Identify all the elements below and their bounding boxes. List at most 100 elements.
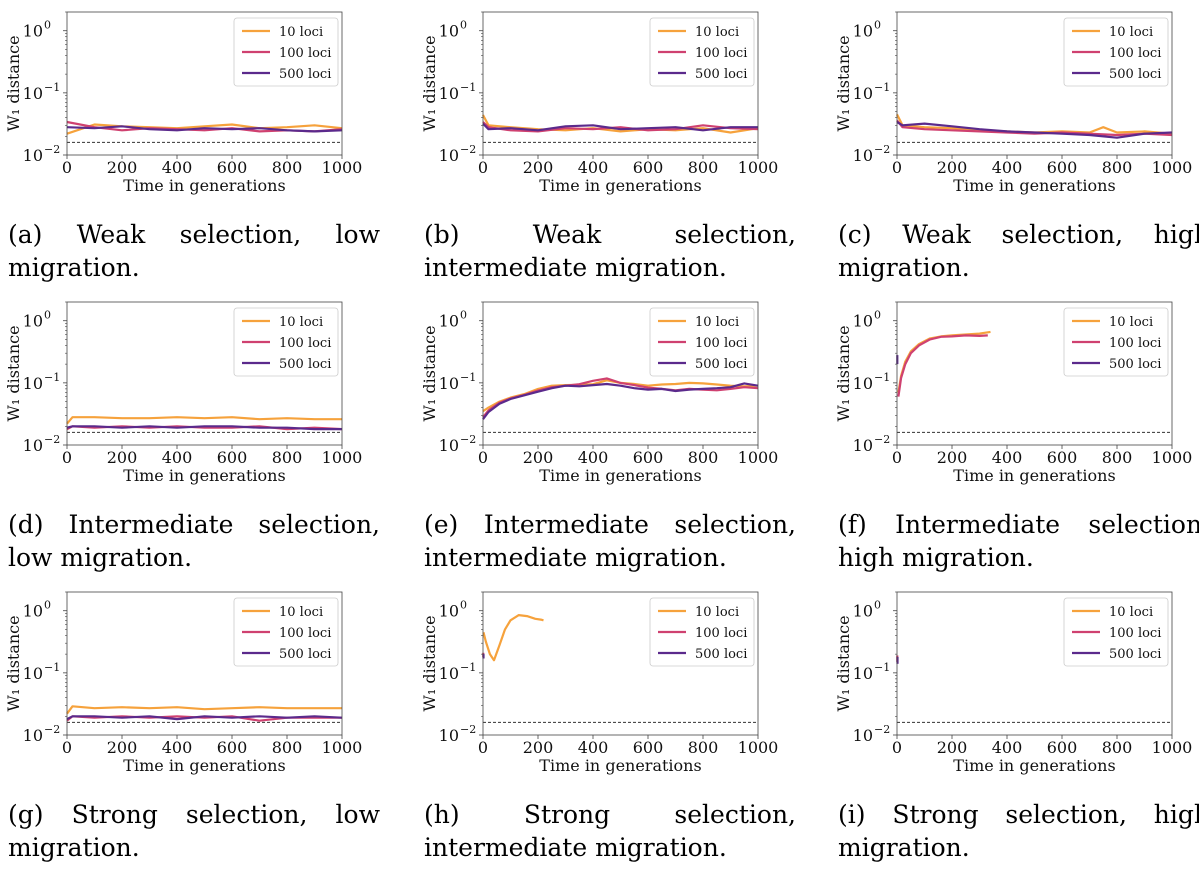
x-tick-label: 200 — [937, 158, 968, 177]
y-tick-label: 10 — [439, 84, 459, 103]
series-line — [482, 613, 544, 662]
y-tick-label: 10 — [853, 602, 873, 621]
legend-label: 500 loci — [695, 357, 747, 372]
x-tick-label: 200 — [523, 158, 554, 177]
series-line — [482, 122, 758, 132]
legend-label: 10 loci — [1109, 605, 1153, 620]
x-axis-label: Time in generations — [953, 756, 1115, 775]
legend-label: 100 loci — [279, 46, 331, 61]
y-tick-exponent: 0 — [44, 599, 51, 612]
subfigure-caption: (i) Strong selection, high migration. — [838, 800, 1199, 862]
y-tick-label: 10 — [853, 84, 873, 103]
x-tick-label: 800 — [272, 738, 303, 757]
legend-box — [1063, 17, 1169, 87]
x-tick-label: 1000 — [1152, 738, 1193, 757]
x-tick-label: 800 — [1102, 158, 1133, 177]
legend-label: 100 loci — [695, 336, 747, 351]
y-tick-label: 10 — [439, 664, 459, 683]
y-tick-label: 10 — [439, 726, 459, 745]
x-tick-label: 600 — [633, 158, 664, 177]
y-tick-exponent: −2 — [874, 143, 890, 156]
x-tick-label: 600 — [217, 158, 248, 177]
y-tick-label: 10 — [853, 146, 873, 165]
y-axis-label: W₁ distance — [4, 325, 23, 421]
y-tick-exponent: 0 — [460, 309, 467, 322]
legend-label: 100 loci — [279, 336, 331, 351]
y-tick-exponent: 0 — [874, 19, 881, 32]
axes-frame — [896, 301, 1173, 446]
y-tick-label: 10 — [853, 436, 873, 455]
y-tick-exponent: 0 — [460, 599, 467, 612]
y-tick-label: 10 — [439, 602, 459, 621]
x-axis-label: Time in generations — [123, 176, 285, 195]
x-tick-label: 0 — [478, 158, 488, 177]
legend-box — [233, 307, 339, 377]
y-tick-label: 10 — [853, 312, 873, 331]
subfigure-caption: (h) Strong selection, intermediate migra… — [424, 800, 796, 862]
legend-box — [1063, 597, 1169, 667]
x-tick-label: 1000 — [322, 738, 363, 757]
y-tick-label: 10 — [23, 602, 43, 621]
y-tick-label: 10 — [23, 22, 43, 41]
axes-frame — [896, 11, 1173, 156]
x-tick-label: 200 — [937, 738, 968, 757]
x-tick-label: 800 — [688, 448, 719, 467]
legend-label: 500 loci — [279, 67, 331, 82]
legend-box — [1063, 307, 1169, 377]
y-tick-exponent: −1 — [874, 661, 890, 674]
legend-label: 10 loci — [695, 25, 739, 40]
series-line — [66, 425, 342, 431]
x-tick-label: 0 — [62, 158, 72, 177]
chart-panel: 0 200 400 600 800 1000 10 −2 10 −1 10 0 Time in gene… — [830, 0, 1199, 290]
x-tick-label: 200 — [937, 448, 968, 467]
legend-box — [233, 597, 339, 667]
legend-label: 500 loci — [279, 357, 331, 372]
legend-label: 10 loci — [279, 25, 323, 40]
x-tick-label: 0 — [478, 448, 488, 467]
x-axis-label: Time in generations — [539, 176, 701, 195]
axes-frame — [482, 11, 759, 156]
x-tick-label: 800 — [1102, 448, 1133, 467]
x-tick-label: 0 — [62, 738, 72, 757]
chart-panel: 0 200 400 600 800 1000 10 −2 10 −1 10 0 Time in gene… — [0, 0, 380, 290]
x-tick-label: 200 — [523, 738, 554, 757]
legend-label: 100 loci — [695, 46, 747, 61]
legend-label: 500 loci — [279, 647, 331, 662]
x-tick-label: 800 — [688, 158, 719, 177]
subfigure-caption: (e) Intermediate selection, intermediate… — [424, 510, 796, 572]
x-axis-label: Time in generations — [539, 466, 701, 485]
axes-frame — [66, 11, 343, 156]
y-axis-label: W₁ distance — [834, 615, 853, 711]
chart-panel: 0 200 400 600 800 1000 10 −2 10 −1 10 0 Time in gene… — [416, 0, 796, 290]
y-axis-label: W₁ distance — [420, 325, 439, 421]
x-tick-label: 0 — [892, 158, 902, 177]
legend-box — [649, 307, 755, 377]
legend-label: 500 loci — [1109, 357, 1161, 372]
y-tick-exponent: −2 — [874, 723, 890, 736]
y-axis-label: W₁ distance — [834, 35, 853, 131]
x-tick-label: 800 — [272, 158, 303, 177]
x-tick-label: 600 — [633, 738, 664, 757]
y-tick-label: 10 — [439, 374, 459, 393]
y-tick-exponent: 0 — [44, 19, 51, 32]
y-tick-label: 10 — [23, 312, 43, 331]
y-tick-exponent: 0 — [874, 599, 881, 612]
x-tick-label: 0 — [892, 738, 902, 757]
series-line — [896, 119, 1173, 137]
x-axis-label: Time in generations — [953, 176, 1115, 195]
x-tick-label: 400 — [578, 738, 609, 757]
y-tick-exponent: 0 — [44, 309, 51, 322]
y-tick-label: 10 — [439, 22, 459, 41]
x-tick-label: 200 — [107, 158, 138, 177]
subfigure-caption: (a) Weak selection, low migration. — [8, 220, 380, 282]
x-tick-label: 800 — [688, 738, 719, 757]
y-axis-label: W₁ distance — [420, 615, 439, 711]
x-tick-label: 1000 — [1152, 448, 1193, 467]
y-tick-exponent: −1 — [44, 661, 60, 674]
x-axis-label: Time in generations — [953, 466, 1115, 485]
x-tick-label: 600 — [217, 448, 248, 467]
x-tick-label: 0 — [62, 448, 72, 467]
